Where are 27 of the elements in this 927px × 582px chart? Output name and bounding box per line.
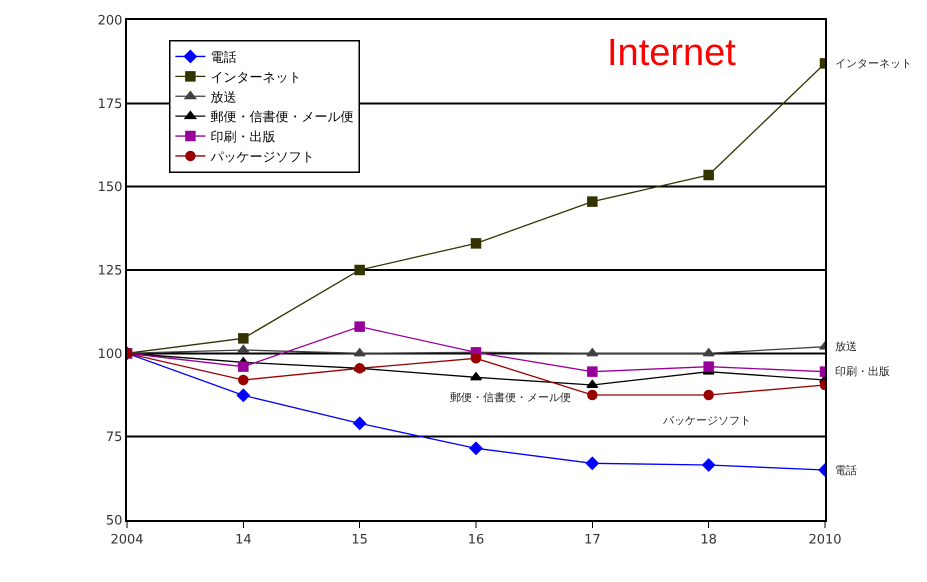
x-tick-label: 2004	[110, 532, 144, 548]
legend-label: インターネット	[210, 70, 302, 86]
y-tick-label: 75	[106, 430, 122, 446]
annotation: 郵便・信書便・メール便	[450, 391, 571, 404]
annotation: 放送	[835, 340, 857, 353]
x-tick-label: 18	[700, 532, 717, 548]
y-tick-label: 200	[98, 14, 122, 29]
y-tick-label: 175	[98, 96, 122, 112]
legend-label: パッケージソフト	[209, 150, 314, 166]
x-tick-label: 16	[468, 532, 484, 548]
legend-label: 電話	[210, 50, 236, 66]
legend-label: 放送	[210, 90, 236, 106]
annotation: 電話	[835, 464, 857, 477]
x-tick-label: 2010	[808, 532, 842, 548]
legend-label: 郵便・信書便・メール便	[210, 110, 354, 126]
y-tick-label: 125	[98, 264, 122, 279]
annotation: インターネット	[835, 57, 912, 70]
x-tick-label: 14	[235, 532, 252, 548]
legend-label: 印刷・出版	[210, 130, 276, 146]
x-tick-label: 15	[351, 532, 368, 548]
y-tick-label: 50	[106, 514, 122, 529]
annotation: パッケージソフト	[662, 414, 751, 427]
annotation: 印刷・出版	[835, 365, 890, 378]
annotation: Internet	[607, 32, 736, 74]
x-tick-label: 17	[584, 532, 601, 548]
y-tick-label: 150	[98, 180, 122, 196]
y-tick-label: 100	[98, 346, 122, 362]
